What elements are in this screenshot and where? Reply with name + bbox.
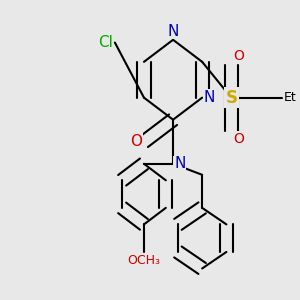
Text: O: O (130, 134, 142, 149)
Text: OCH₃: OCH₃ (128, 254, 160, 267)
Text: S: S (225, 88, 237, 106)
Text: N: N (203, 90, 214, 105)
Text: N: N (174, 156, 185, 171)
Text: O: O (233, 132, 244, 146)
Text: Et: Et (283, 91, 296, 104)
Text: O: O (233, 50, 244, 64)
Text: N: N (167, 24, 179, 39)
Text: Cl: Cl (98, 35, 113, 50)
